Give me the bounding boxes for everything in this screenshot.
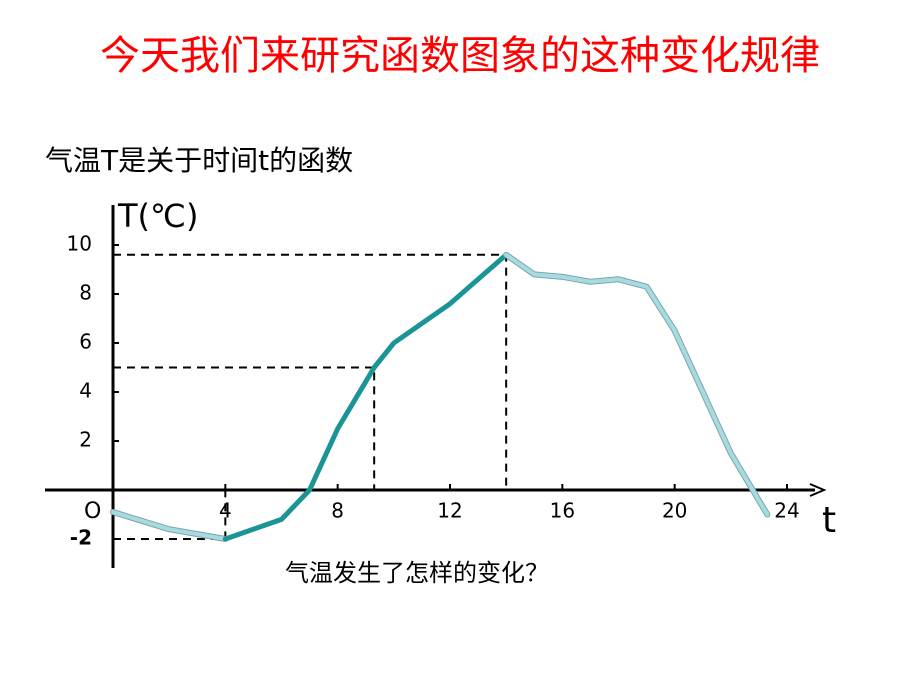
line-highlight bbox=[222, 252, 509, 542]
x-axis-label: t bbox=[822, 500, 836, 541]
line-outline bbox=[503, 251, 771, 518]
line bbox=[111, 510, 228, 541]
origin-label: O bbox=[84, 499, 101, 524]
line bbox=[504, 252, 770, 517]
title: 今天我们来研究函数图象的这种变化规律 bbox=[100, 33, 820, 79]
x-arrow bbox=[809, 483, 827, 497]
question: 气温发生了怎样的变化？ bbox=[285, 559, 549, 587]
x-tick-label: 20 bbox=[662, 499, 687, 523]
y-tick-label: 4 bbox=[79, 379, 92, 403]
y-tick-label: 2 bbox=[79, 428, 92, 452]
y-tick-label: 8 bbox=[79, 281, 92, 305]
y-tick-label: -2 bbox=[70, 526, 92, 550]
guide-line bbox=[113, 366, 376, 490]
y-tick-label: 10 bbox=[67, 232, 92, 256]
x-tick-label: 16 bbox=[550, 499, 575, 523]
x-tick-label: 24 bbox=[774, 499, 799, 523]
y-tick-label: 6 bbox=[79, 330, 92, 354]
guide-line bbox=[113, 253, 508, 490]
y-axis-label: T(℃) bbox=[117, 197, 198, 235]
x-tick-label: 8 bbox=[331, 499, 344, 523]
x-tick-label: 12 bbox=[437, 499, 462, 523]
subtitle: 气温T是关于时间t的函数 bbox=[45, 144, 353, 177]
